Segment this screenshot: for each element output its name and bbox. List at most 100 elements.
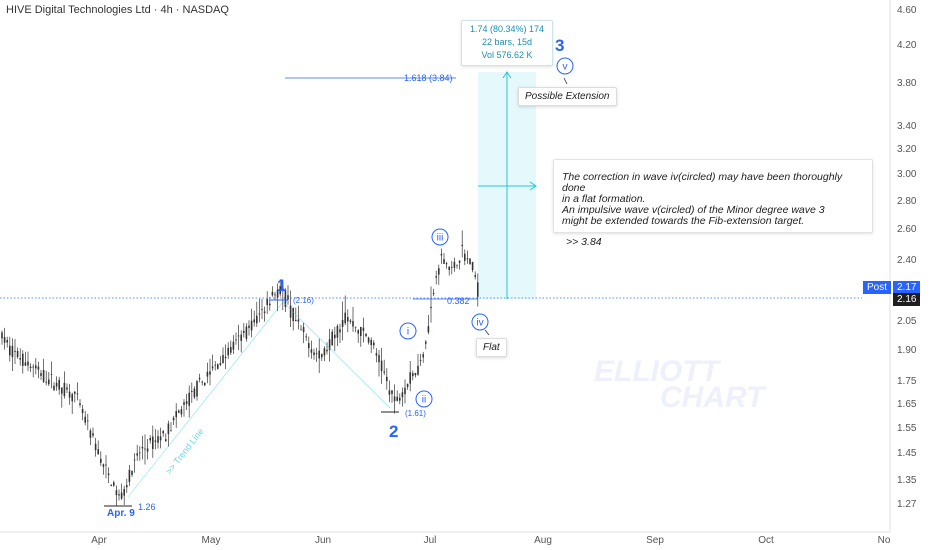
candle-body xyxy=(378,355,380,363)
trend-line-label: >> Trend Line xyxy=(164,426,206,476)
candle-body xyxy=(336,325,339,338)
candle-body xyxy=(146,448,149,452)
candle-body xyxy=(292,307,294,322)
low-date-label: Apr. 9 xyxy=(107,508,135,519)
candle-body xyxy=(89,430,92,438)
candle-body xyxy=(63,382,66,397)
candle-body xyxy=(269,303,271,306)
candle-body xyxy=(354,326,357,328)
candle-body xyxy=(271,291,274,296)
candle-body xyxy=(198,377,201,380)
candle-body xyxy=(14,350,16,352)
candle-body xyxy=(315,353,318,355)
candle-body xyxy=(357,330,359,334)
candle-body xyxy=(79,403,81,406)
candle-body xyxy=(120,492,123,499)
candle-body xyxy=(206,371,209,377)
candle-body xyxy=(404,387,406,395)
price-tick-label: 2.80 xyxy=(897,196,917,207)
candle-body xyxy=(149,437,151,441)
candle-body xyxy=(430,306,432,309)
candle-body xyxy=(313,352,315,356)
price-tick-label: 2.60 xyxy=(897,224,917,235)
candle-body xyxy=(302,327,305,333)
candle-body xyxy=(414,372,417,376)
candle-body xyxy=(136,453,138,456)
candle-body xyxy=(61,387,63,394)
candle-body xyxy=(188,392,190,406)
candle-body xyxy=(256,315,258,324)
time-tick-label: Oct xyxy=(758,535,774,546)
candle-body xyxy=(113,482,115,486)
candle-body xyxy=(133,459,136,461)
flat-callout: Flat xyxy=(476,338,507,357)
candle-body xyxy=(230,347,232,353)
price-tick-label: 2.05 xyxy=(897,316,917,327)
candle-body xyxy=(456,264,458,266)
candle-body xyxy=(9,345,11,356)
candle-body xyxy=(201,381,203,383)
candle-body xyxy=(289,305,292,318)
candle-body xyxy=(370,340,372,346)
candle-body xyxy=(318,350,320,359)
measure-line2: 22 bars, 15d xyxy=(481,37,533,47)
candle-body xyxy=(27,361,29,366)
candle-body xyxy=(118,494,120,496)
candle-body xyxy=(295,319,297,322)
candle-body xyxy=(71,394,73,402)
price-tick-label: 3.40 xyxy=(897,121,917,132)
candle-body xyxy=(24,362,27,366)
candle-body xyxy=(84,416,86,423)
note-target: >> 3.84 xyxy=(566,236,602,248)
candles xyxy=(1,230,479,506)
candle-body xyxy=(341,319,344,327)
price-tick-label: 2.40 xyxy=(897,255,917,266)
candle-body xyxy=(185,401,188,405)
fib-retrace-label: 0.382 xyxy=(447,296,470,306)
candle-body xyxy=(227,347,229,356)
candle-body xyxy=(323,348,326,356)
post-price-tag: 2.17 xyxy=(893,281,921,294)
candle-body xyxy=(326,349,328,352)
post-label: Post xyxy=(863,281,892,294)
candle-body xyxy=(55,382,58,387)
price-tick-label: 4.20 xyxy=(897,40,917,51)
candle-body xyxy=(243,330,245,333)
analysis-note: The correction in wave iv(circled) may h… xyxy=(553,159,873,248)
candle-body xyxy=(162,431,164,434)
wave-2-price: (1.61) xyxy=(405,409,426,418)
candle-body xyxy=(425,341,427,344)
candle-body xyxy=(3,337,6,343)
candle-body xyxy=(139,452,141,454)
candle-body xyxy=(466,258,469,260)
candle-body xyxy=(469,258,471,265)
candle-body xyxy=(367,337,370,343)
candle-body xyxy=(344,312,346,324)
candle-body xyxy=(266,298,268,306)
candle-body xyxy=(211,366,214,369)
candle-body xyxy=(35,365,37,369)
candle-body xyxy=(123,488,125,496)
price-tick-label: 1.27 xyxy=(897,499,917,510)
time-tick-label: Jul xyxy=(424,535,437,546)
price-tick-label: 1.90 xyxy=(897,345,917,356)
candle-body xyxy=(261,309,263,310)
candle-body xyxy=(409,372,411,384)
candle-body xyxy=(172,417,175,421)
time-tick-label: Apr xyxy=(91,535,107,546)
candle-body xyxy=(451,266,453,268)
fib-extension-label: 1.618 (3.84) xyxy=(404,73,453,83)
candle-body xyxy=(253,319,255,323)
note-line1: The correction in wave iv(circled) may h… xyxy=(562,171,843,194)
candle-body xyxy=(331,331,333,346)
current-price-tag: 2.16 xyxy=(893,293,921,306)
candle-body xyxy=(217,364,219,369)
wave-1-price: (2.16) xyxy=(293,296,314,305)
price-tick-label: 1.65 xyxy=(897,399,917,410)
wave-1-label: 1 xyxy=(277,276,286,295)
candle-body xyxy=(37,366,40,370)
time-arrowhead xyxy=(529,181,537,191)
price-tick-label: 1.75 xyxy=(897,376,917,387)
candle-body xyxy=(209,371,211,375)
